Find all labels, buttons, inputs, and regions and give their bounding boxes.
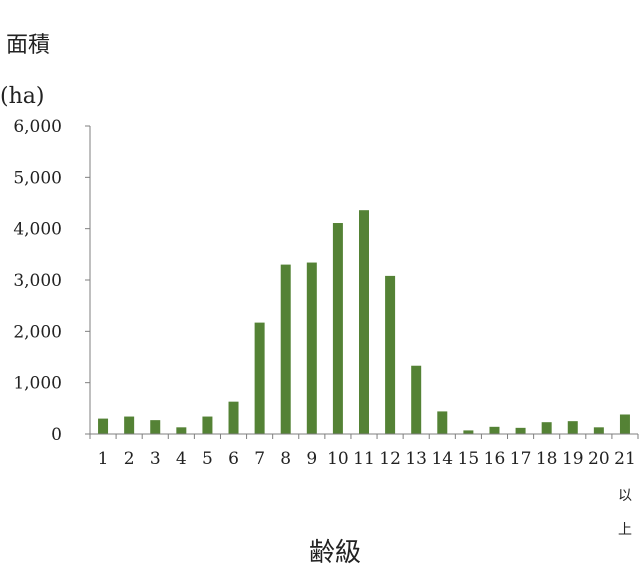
- x-tick-label: 1: [98, 449, 109, 469]
- bar: [228, 401, 239, 434]
- x-tick-label: 3: [150, 449, 161, 469]
- x-tick-label: 5: [202, 449, 213, 469]
- x-tick-label: 20: [588, 449, 610, 469]
- bar: [98, 418, 109, 434]
- bar: [463, 430, 474, 434]
- bar: [150, 420, 161, 434]
- x-tick-label: 13: [405, 449, 427, 469]
- x-tick-label: 4: [176, 449, 187, 469]
- x-tick-label: 19: [562, 449, 584, 469]
- bar: [306, 262, 317, 434]
- bar: [202, 416, 213, 434]
- y-tick-label: 0: [51, 425, 62, 445]
- bar: [385, 275, 396, 434]
- y-tick-label: 6,000: [13, 117, 62, 137]
- x-tick-label: 8: [280, 449, 291, 469]
- bar: [124, 416, 135, 434]
- x-tick-label: 12: [379, 449, 401, 469]
- bar: [411, 365, 422, 434]
- x-tick-label: 18: [536, 449, 558, 469]
- bar: [332, 223, 343, 434]
- x-tick-label: 10: [327, 449, 349, 469]
- bar: [541, 422, 552, 434]
- y-tick-label: 3,000: [13, 271, 62, 291]
- x-tick-label: 11: [353, 449, 375, 469]
- x-tick-label: 17: [510, 449, 532, 469]
- bar: [567, 421, 578, 434]
- x-tick-label: 6: [228, 449, 239, 469]
- y-axis-unit: (ha): [0, 84, 44, 109]
- bar: [437, 411, 448, 434]
- x-tick-label: 15: [458, 449, 480, 469]
- bar: [489, 426, 500, 434]
- bar: [280, 264, 291, 434]
- x-tick-label: 14: [431, 449, 453, 469]
- x-tick-label: 16: [484, 449, 506, 469]
- x-tick-label: 7: [254, 449, 265, 469]
- x-tick-label: 2: [124, 449, 135, 469]
- bar: [176, 427, 187, 434]
- bar: [515, 427, 526, 434]
- y-tick-label: 1,000: [13, 374, 62, 394]
- bar: [619, 414, 630, 434]
- bar: [359, 210, 369, 434]
- y-tick-label: 2,000: [13, 322, 62, 342]
- x-axis-label: 齢級: [309, 538, 361, 568]
- y-tick-label: 4,000: [13, 220, 62, 240]
- bar: [593, 427, 604, 434]
- x-tick-label: 9: [306, 449, 317, 469]
- x-tick-label-suffix: 以: [618, 488, 632, 504]
- x-tick-label-suffix: 上: [618, 522, 632, 538]
- y-tick-label: 5,000: [13, 168, 62, 188]
- bar: [254, 322, 265, 434]
- y-axis-label: 面積: [6, 33, 50, 58]
- x-tick-label: 21: [614, 449, 636, 469]
